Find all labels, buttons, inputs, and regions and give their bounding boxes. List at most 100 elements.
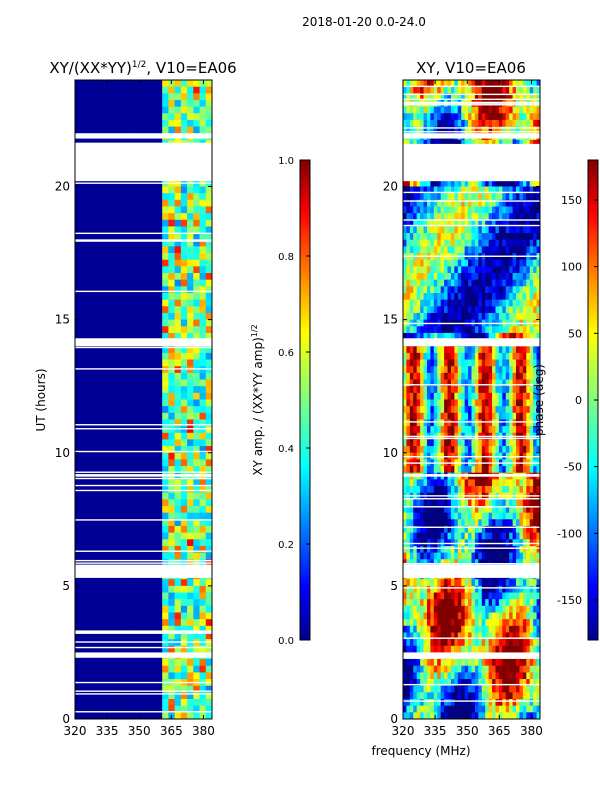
heatmap-cell <box>131 466 138 474</box>
heatmap-cell <box>430 312 435 321</box>
heatmap-cell <box>168 399 176 407</box>
heatmap-cell <box>193 619 200 627</box>
heatmap-cell <box>75 93 82 101</box>
heatmap-cell <box>526 119 531 127</box>
heatmap-cell <box>481 86 486 94</box>
heatmap-cell <box>193 446 200 454</box>
heatmap-cell <box>118 206 126 214</box>
heatmap-cell <box>87 392 95 400</box>
heatmap-cell <box>124 299 132 307</box>
heatmap-cell <box>143 332 151 340</box>
heatmap-cell <box>426 532 431 540</box>
heatmap-cell <box>406 293 411 301</box>
heatmap-cell <box>529 439 534 447</box>
heatmap-cell <box>454 399 459 407</box>
heatmap-cell <box>464 312 469 321</box>
heatmap-cell <box>522 306 527 314</box>
heatmap-cell <box>526 352 531 360</box>
heatmap-cell <box>106 466 113 474</box>
heatmap-cell <box>193 699 200 707</box>
heatmap-cell <box>426 199 431 207</box>
heatmap-cell <box>162 332 169 340</box>
heatmap-cell <box>468 446 472 454</box>
heatmap-cell <box>420 512 424 520</box>
heatmap-cell <box>457 239 462 247</box>
heatmap-cell <box>450 279 455 287</box>
heatmap-cell <box>155 459 163 467</box>
heatmap-cell <box>81 532 88 540</box>
heatmap-cell <box>495 386 500 394</box>
heatmap-cell <box>87 665 95 673</box>
heatmap-cell <box>93 459 101 467</box>
heatmap-cell <box>205 406 213 414</box>
heatmap-cell <box>199 426 207 434</box>
heatmap-cell <box>430 426 435 434</box>
heatmap-cell <box>149 466 157 474</box>
heatmap-cell <box>474 352 479 360</box>
heatmap-cell <box>505 293 510 301</box>
heatmap-cell <box>444 372 448 380</box>
heatmap-cell <box>143 452 151 460</box>
heatmap-cell <box>131 206 138 214</box>
heatmap-cell <box>143 372 151 380</box>
heatmap-cell <box>409 106 414 114</box>
heatmap-cell <box>187 659 194 667</box>
heatmap-cell <box>519 479 524 487</box>
heatmap-cell <box>433 539 438 547</box>
heatmap-cell <box>124 113 132 121</box>
heatmap-cell <box>461 306 466 314</box>
heatmap-cell <box>519 466 524 474</box>
heatmap-cell <box>81 466 88 474</box>
heatmap-cell <box>99 625 107 633</box>
heatmap-cell <box>536 199 541 207</box>
heatmap-cell <box>112 286 119 294</box>
heatmap-cell <box>87 525 95 534</box>
heatmap-cell <box>485 126 490 134</box>
heatmap-cell <box>187 259 194 267</box>
heatmap-cell <box>406 273 411 281</box>
heatmap-cell <box>471 372 476 380</box>
heatmap-cell <box>106 273 113 281</box>
heatmap-cell <box>430 512 435 520</box>
heatmap-cell <box>444 139 448 147</box>
heatmap-cell <box>437 466 442 474</box>
heatmap-cell <box>433 499 438 507</box>
heatmap-cell <box>437 419 442 427</box>
heatmap-cell <box>205 459 213 467</box>
heatmap-cell <box>426 106 431 114</box>
heatmap-cell <box>457 299 462 307</box>
heatmap-cell <box>481 113 486 121</box>
heatmap-cell <box>168 213 176 221</box>
heatmap-cell <box>143 419 151 427</box>
heatmap-cell <box>536 386 541 394</box>
heatmap-cell <box>187 186 194 194</box>
heatmap-cell <box>137 659 144 667</box>
heatmap-cell <box>471 279 476 287</box>
heatmap-cell <box>131 253 138 261</box>
heatmap-cell <box>199 665 207 673</box>
heatmap-cell <box>454 392 459 400</box>
heatmap-cell <box>180 326 188 334</box>
heatmap-cell <box>99 645 107 653</box>
heatmap-cell <box>457 412 462 420</box>
heatmap-cell <box>409 392 414 400</box>
heatmap-cell <box>502 219 507 227</box>
heatmap-cell <box>457 213 462 221</box>
heatmap-cell <box>205 319 213 327</box>
heatmap-cell <box>162 352 169 360</box>
heatmap-cell <box>149 432 157 440</box>
heatmap-cell <box>187 452 194 460</box>
heatmap-cell <box>406 126 411 134</box>
heatmap-cell <box>168 286 176 294</box>
heatmap-cell <box>106 366 113 374</box>
heatmap-cell <box>162 412 169 420</box>
heatmap-cell <box>75 286 82 294</box>
heatmap-cell <box>199 672 207 680</box>
heatmap-cell <box>124 486 132 494</box>
heatmap-cell <box>447 352 452 360</box>
heatmap-cell <box>81 439 88 447</box>
heatmap-cell <box>87 193 95 201</box>
heatmap-cell <box>536 512 541 520</box>
heatmap-cell <box>516 486 520 494</box>
heatmap-cell <box>519 219 524 227</box>
